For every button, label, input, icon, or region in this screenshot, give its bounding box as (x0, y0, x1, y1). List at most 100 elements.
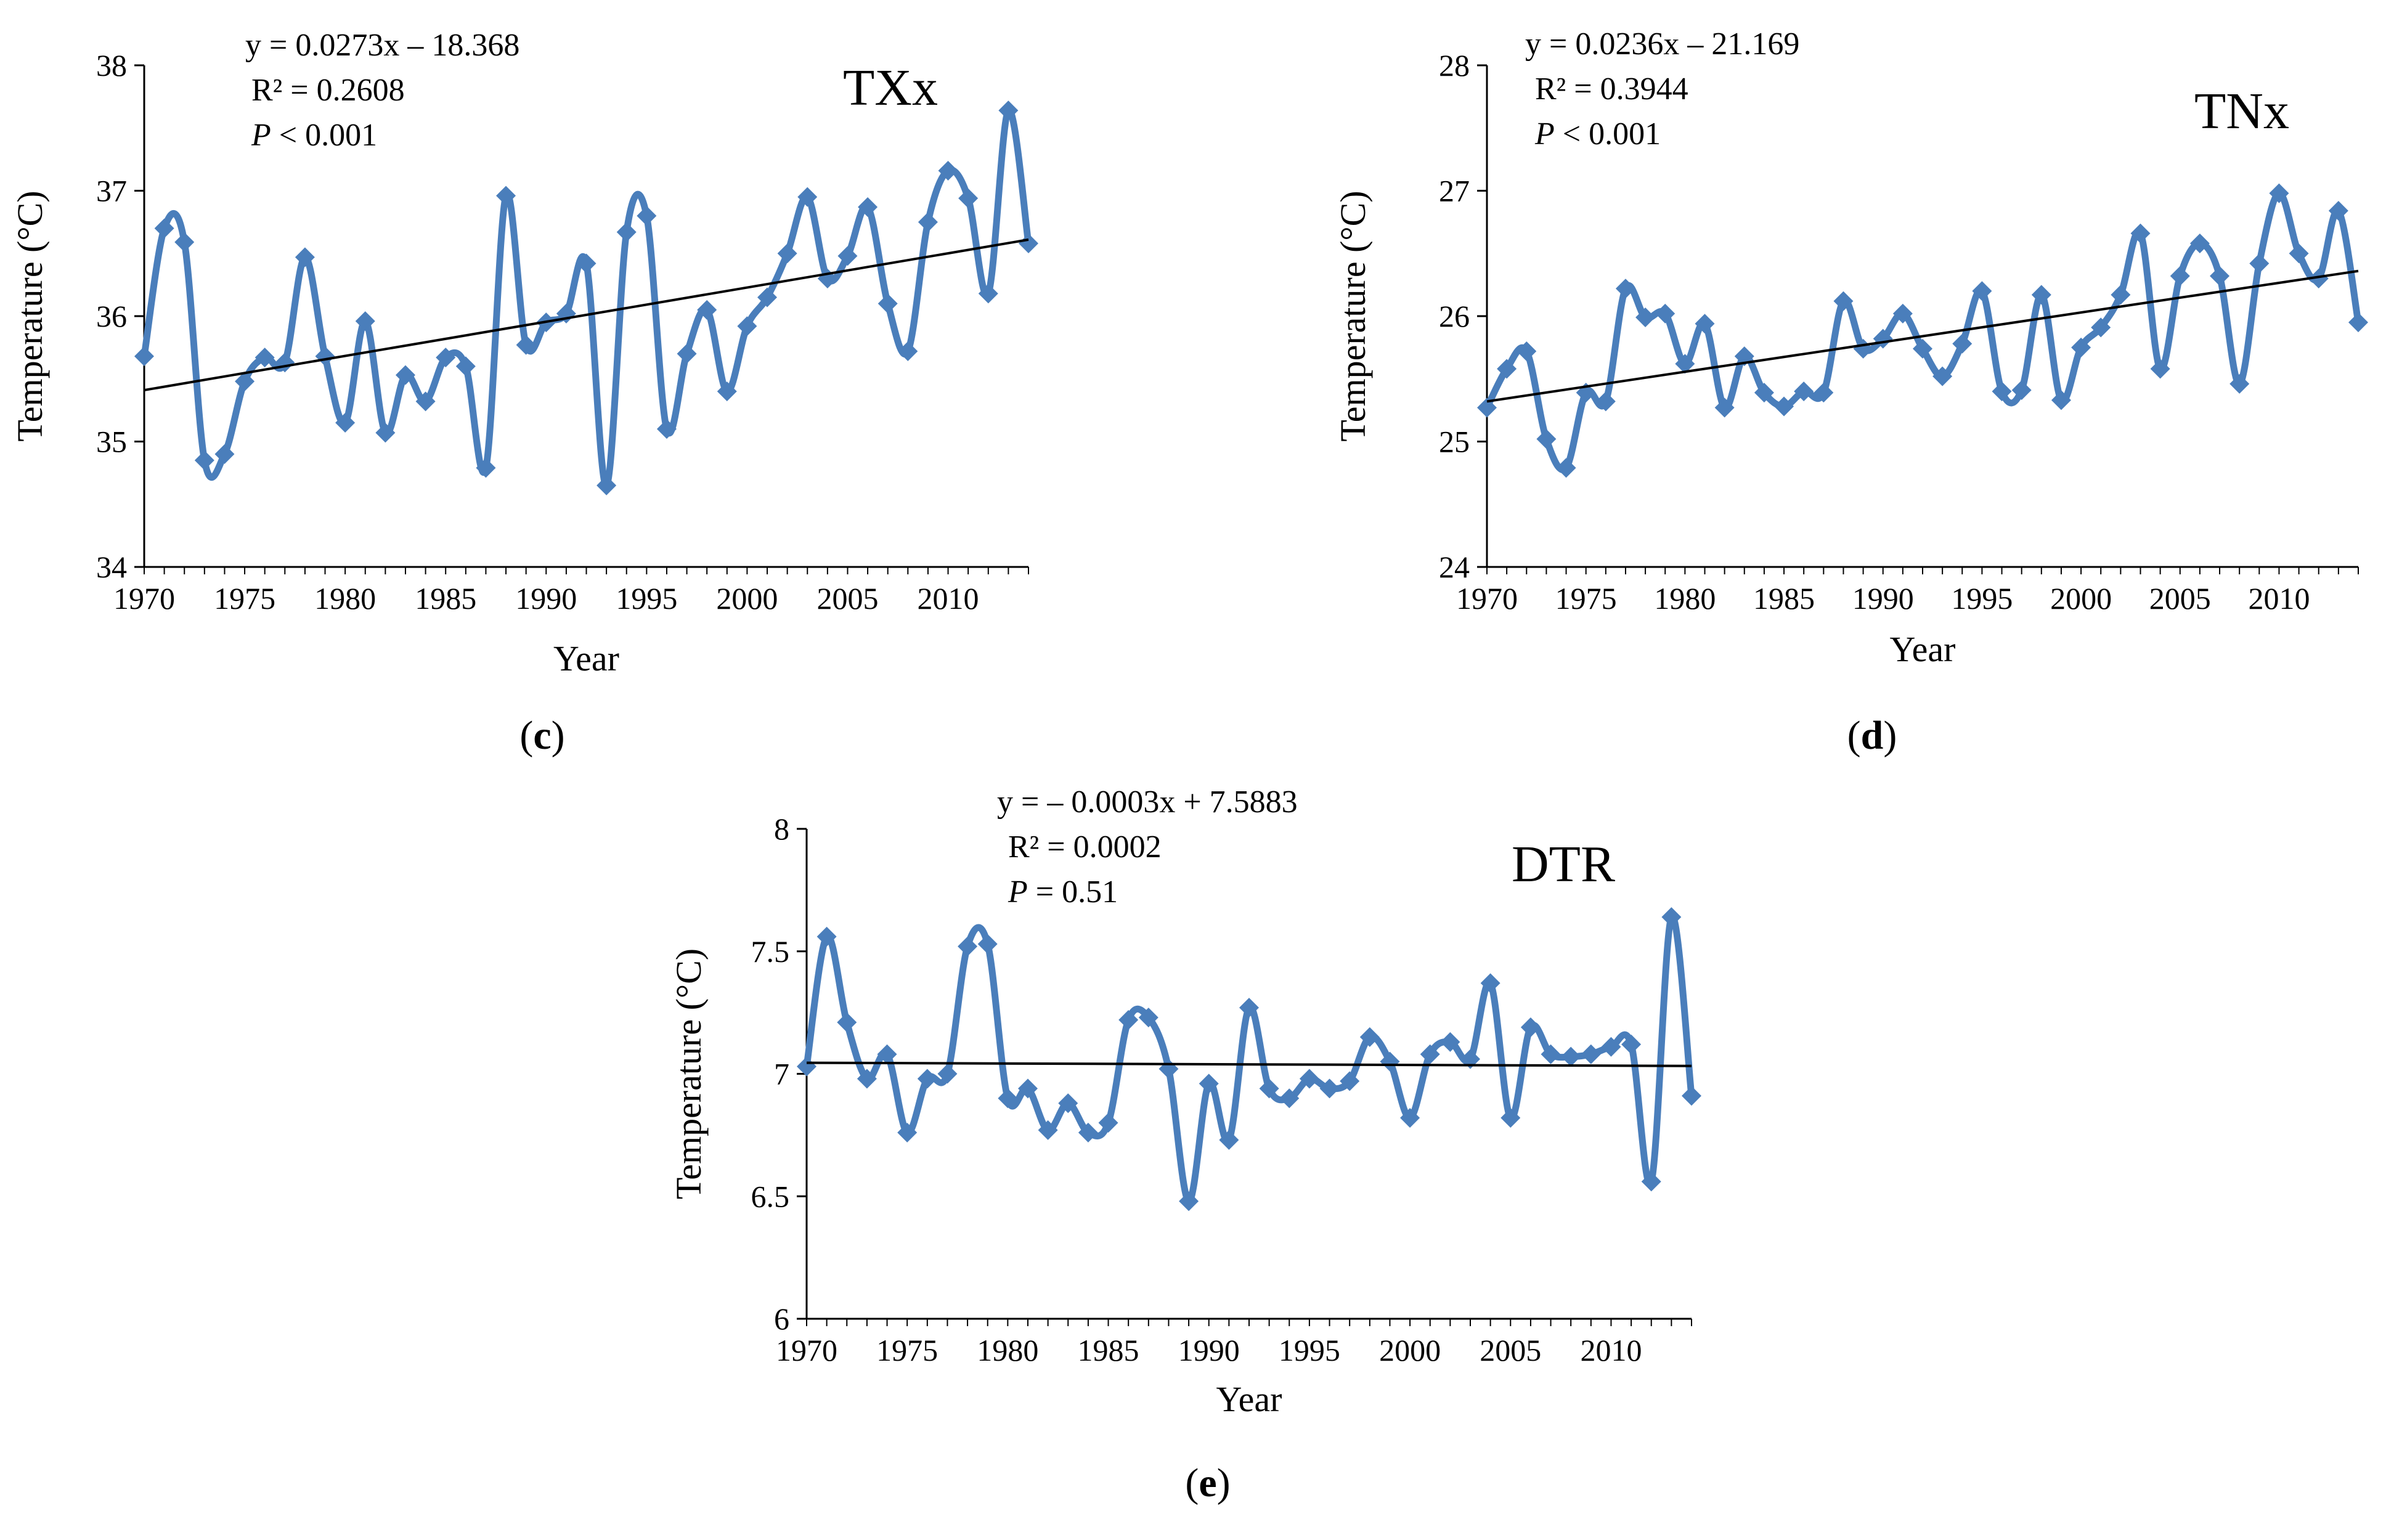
data-point (938, 160, 958, 181)
data-point (395, 365, 415, 385)
data-point (1635, 308, 1656, 328)
y-tick-label: 7 (774, 1057, 789, 1091)
data-point (496, 185, 516, 206)
data-point (436, 348, 456, 368)
data-point (1615, 279, 1635, 299)
regression-equation: y = 0.0236x – 21.169 (1525, 26, 1799, 62)
data-point (1932, 366, 1953, 386)
data-point (1581, 1044, 1601, 1064)
data-point (2249, 253, 2270, 274)
p-value: P < 0.001 (1534, 116, 1661, 152)
r-squared: R² = 0.3944 (1535, 71, 1688, 107)
r-squared: R² = 0.0002 (1008, 829, 1162, 865)
data-point (857, 1069, 877, 1089)
data-point (898, 341, 918, 361)
x-tick-label: 1990 (1852, 581, 1914, 616)
data-point (1299, 1069, 1319, 1089)
caption-close-paren: ) (552, 713, 565, 758)
data-point (1440, 1032, 1460, 1052)
data-point (2031, 285, 2051, 305)
data-point (917, 1069, 937, 1089)
y-tick-label: 7.5 (751, 934, 790, 969)
data-point (897, 1122, 918, 1143)
data-point (1520, 1017, 1541, 1037)
data-point (2051, 390, 2071, 410)
trend-line (144, 238, 1029, 392)
trend-line (1486, 269, 2359, 403)
data-point (1380, 1051, 1400, 1072)
x-tick-label: 1975 (1555, 581, 1617, 616)
data-point (2308, 268, 2329, 288)
y-tick-label: 24 (1439, 550, 1470, 584)
x-tick-label: 1980 (1654, 581, 1716, 616)
data-point (355, 311, 375, 332)
p-value: P = 0.51 (1008, 874, 1118, 910)
x-tick-label: 1975 (214, 581, 275, 616)
x-tick-label: 2000 (2050, 581, 2112, 616)
p-value-text: < 0.001 (271, 118, 377, 153)
data-point (977, 934, 998, 954)
regression-equation: y = 0.0273x – 18.368 (245, 28, 519, 63)
x-tick-label: 1980 (977, 1333, 1038, 1367)
data-point (1794, 381, 1814, 402)
data-point (858, 197, 878, 217)
data-point (937, 1064, 958, 1084)
data-point (2071, 337, 2091, 357)
y-tick-label: 6.5 (751, 1179, 790, 1213)
data-point (1641, 1171, 1661, 1192)
x-tick-label: 1975 (876, 1333, 938, 1367)
data-point (1179, 1191, 1199, 1212)
x-tick-label: 1985 (415, 581, 476, 616)
caption-open-paren: ( (519, 713, 533, 758)
caption-close-paren: ) (1883, 713, 1897, 758)
data-point (877, 293, 898, 314)
data-point (1561, 1046, 1581, 1067)
data-point (2011, 380, 2032, 401)
chart-txx: 34 35 36 37 38 1970 1975 1980 1985 1990 1995 2000 20… (10, 28, 1038, 758)
data-point (1098, 1113, 1118, 1133)
data-point (1018, 1078, 1038, 1099)
data-point (1118, 1010, 1139, 1030)
data-point (2328, 201, 2348, 221)
data-point (1892, 303, 1913, 324)
panel-caption: (c) (519, 713, 564, 758)
data-point (375, 423, 396, 443)
data-point (1774, 396, 1794, 417)
x-tick-label: 2005 (2149, 581, 2211, 616)
caption-letter: e (1199, 1461, 1216, 1505)
p-value-symbol: P (1008, 874, 1028, 910)
data-point (335, 412, 356, 433)
data-point (1019, 233, 1038, 253)
x-tick-label: 1985 (1078, 1333, 1139, 1367)
data-point (1754, 383, 1774, 403)
data-point (1661, 907, 1682, 927)
y-tick-label: 26 (1439, 299, 1470, 333)
data-point (2210, 266, 2230, 286)
data-point (235, 371, 255, 391)
y-axis-title: Temperature (°C) (1333, 190, 1373, 441)
data-point (1319, 1078, 1340, 1099)
data-point (1497, 359, 1517, 379)
regression-equation: y = – 0.0003x + 7.5883 (997, 784, 1298, 820)
data-point (816, 926, 837, 947)
data-point (2269, 183, 2289, 203)
y-tick-label: 28 (1439, 48, 1470, 83)
data-point (2189, 233, 2210, 253)
data-point (958, 936, 978, 956)
x-tick-label: 2010 (918, 581, 979, 616)
data-point (1682, 1086, 1701, 1106)
data-point (958, 188, 979, 208)
data-point (1517, 341, 1537, 361)
x-tick-label: 1995 (1279, 1333, 1340, 1367)
data-point (1714, 397, 1735, 418)
x-tick-label: 1970 (1456, 581, 1518, 616)
data-point (837, 246, 858, 266)
caption-close-paren: ) (1217, 1461, 1231, 1505)
data-point (1340, 1071, 1360, 1091)
data-point (2111, 285, 2131, 305)
data-point (1595, 391, 1616, 412)
data-point (1814, 383, 1834, 403)
x-tick-label: 1980 (314, 581, 376, 616)
data-point (295, 247, 315, 267)
y-axis-title: Temperature (°C) (10, 190, 50, 441)
